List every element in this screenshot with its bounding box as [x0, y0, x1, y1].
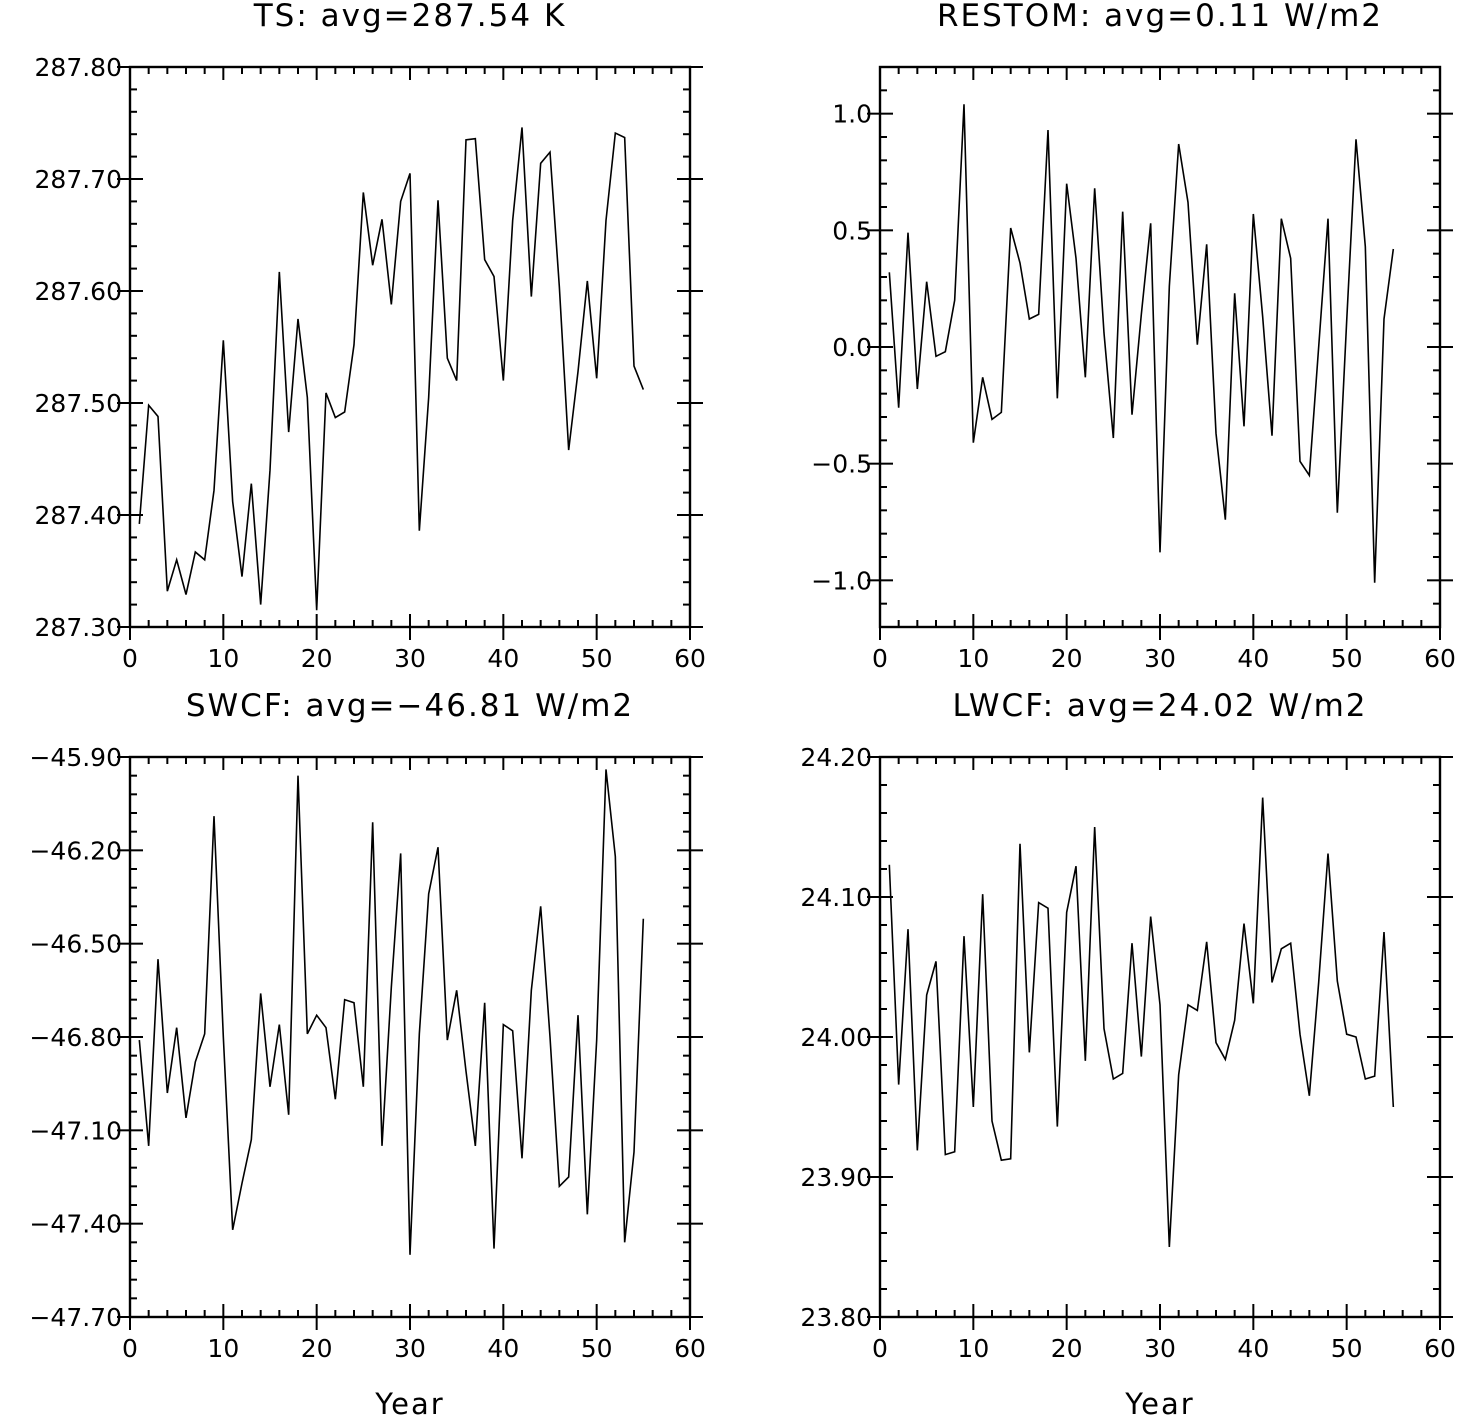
panel-title: RESTOM: avg=0.11 W/m2 — [937, 0, 1383, 34]
y-tick-label: −1.0 — [811, 566, 872, 595]
y-tick-label: 287.30 — [35, 613, 122, 642]
x-tick-label: 10 — [957, 644, 989, 673]
x-tick-label: 30 — [394, 1334, 426, 1363]
y-tick-label: 24.20 — [800, 743, 872, 772]
y-tick-label: −46.20 — [29, 836, 122, 865]
panel-ts: TS: avg=287.54 K 0 10 20 30 40 50 60 287.30 287.4… — [35, 0, 706, 673]
y-tick-label: 0.0 — [832, 333, 872, 362]
x-tick-label: 40 — [487, 1334, 519, 1363]
y-tick-label: 23.90 — [800, 1163, 872, 1192]
x-tick-label: 0 — [122, 1334, 138, 1363]
y-tick-label: 287.80 — [35, 53, 122, 82]
y-tick-label: 24.00 — [800, 1023, 872, 1052]
x-tick-label: 20 — [301, 1334, 333, 1363]
x-tick-label: 50 — [581, 644, 613, 673]
y-tick-label: 287.50 — [35, 389, 122, 418]
x-axis-label: Year — [374, 1387, 444, 1417]
x-tick-label: 0 — [122, 644, 138, 673]
x-tick-label: 30 — [1144, 644, 1176, 673]
x-tick-label: 10 — [957, 1334, 989, 1363]
x-tick-label: 50 — [1331, 644, 1363, 673]
x-tick-label: 20 — [301, 644, 333, 673]
y-tick-label: −0.5 — [811, 450, 872, 479]
panel-title: SWCF: avg=−46.81 W/m2 — [186, 688, 634, 724]
x-tick-label: 0 — [872, 644, 888, 673]
x-tick-label: 10 — [207, 1334, 239, 1363]
y-tick-label: 287.60 — [35, 277, 122, 306]
y-tick-label: 287.70 — [35, 165, 122, 194]
x-tick-label: 0 — [872, 1334, 888, 1363]
series-line — [888, 104, 1395, 583]
x-tick-label: 40 — [1237, 644, 1269, 673]
y-tick-label: 24.10 — [800, 883, 872, 912]
x-tick-label: 30 — [394, 644, 426, 673]
x-tick-label: 40 — [1237, 1334, 1269, 1363]
panel-title: LWCF: avg=24.02 W/m2 — [952, 688, 1367, 724]
x-tick-label: 60 — [674, 1334, 706, 1363]
x-tick-label: 20 — [1051, 1334, 1083, 1363]
panel-swcf: SWCF: avg=−46.81 W/m2 0 10 20 30 40 50 60 −47.70… — [29, 688, 705, 1417]
x-tick-label: 60 — [1424, 644, 1456, 673]
x-tick-label: 40 — [487, 644, 519, 673]
x-tick-label: 20 — [1051, 644, 1083, 673]
panel-lwcf: LWCF: avg=24.02 W/m2 0 10 20 30 40 50 60 23.80 23… — [800, 688, 1455, 1417]
series-line — [138, 769, 645, 1255]
y-tick-label: 1.0 — [832, 100, 872, 129]
y-tick-label: −45.90 — [29, 743, 122, 772]
y-tick-label: −46.80 — [29, 1023, 122, 1052]
x-tick-label: 30 — [1144, 1334, 1176, 1363]
panel-restom: RESTOM: avg=0.11 W/m2 0 10 20 30 40 50 60 −1.0 −0… — [811, 0, 1456, 673]
x-tick-label: 10 — [207, 644, 239, 673]
x-axis-label: Year — [1124, 1387, 1194, 1417]
series-line — [888, 797, 1395, 1248]
x-tick-label: 50 — [1331, 1334, 1363, 1363]
y-tick-label: −47.10 — [29, 1116, 122, 1145]
y-tick-label: 23.80 — [800, 1303, 872, 1332]
y-tick-label: 0.5 — [832, 216, 872, 245]
y-tick-label: −46.50 — [29, 930, 122, 959]
y-tick-label: −47.70 — [29, 1303, 122, 1332]
y-tick-label: −47.40 — [29, 1210, 122, 1239]
panel-title: TS: avg=287.54 K — [253, 0, 567, 34]
x-tick-label: 50 — [581, 1334, 613, 1363]
y-tick-label: 287.40 — [35, 501, 122, 530]
x-tick-label: 60 — [1424, 1334, 1456, 1363]
series-line — [138, 127, 645, 611]
x-tick-label: 60 — [674, 644, 706, 673]
plot-frame — [128, 65, 692, 629]
